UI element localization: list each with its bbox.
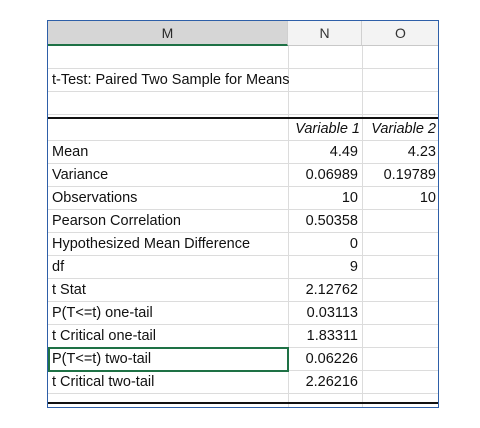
grid-row xyxy=(48,164,438,187)
t-critical-one-tail-value[interactable]: 1.83311 xyxy=(306,328,358,344)
column-header-m[interactable]: M xyxy=(48,21,288,46)
variance-variable-2[interactable]: 0.19789 xyxy=(383,167,436,183)
grid-row xyxy=(48,92,438,115)
grid-line xyxy=(288,46,289,407)
grid-row xyxy=(48,233,438,256)
grid-line xyxy=(362,46,363,407)
active-cell-selection xyxy=(48,347,289,372)
pearson-correlation-value[interactable]: 0.50358 xyxy=(305,213,358,229)
grid-row xyxy=(48,141,438,164)
table-top-border xyxy=(48,117,438,119)
column-header-n[interactable]: N xyxy=(288,21,362,46)
row-label-t-stat[interactable]: t Stat xyxy=(52,282,86,298)
p-one-tail-value[interactable]: 0.03113 xyxy=(306,305,358,321)
column-header-o[interactable]: O xyxy=(362,21,438,46)
row-label-mean[interactable]: Mean xyxy=(52,144,89,160)
row-label-variance[interactable]: Variance xyxy=(52,167,109,183)
row-label-hypothesized-mean-difference[interactable]: Hypothesized Mean Difference xyxy=(52,236,251,252)
grid-row xyxy=(48,46,438,69)
table-title[interactable]: t-Test: Paired Two Sample for Means xyxy=(52,72,290,88)
row-label-observations[interactable]: Observations xyxy=(52,190,138,206)
p-two-tail-value[interactable]: 0.06226 xyxy=(305,351,358,367)
hypothesized-mean-difference-value[interactable]: 0 xyxy=(349,236,358,252)
grid-row xyxy=(48,210,438,233)
row-label-pearson-correlation[interactable]: Pearson Correlation xyxy=(52,213,181,229)
row-label-p-one-tail[interactable]: P(T<=t) one-tail xyxy=(52,305,153,321)
row-label-p-two-tail[interactable]: P(T<=t) two-tail xyxy=(52,351,152,367)
grid-row xyxy=(48,187,438,210)
grid-row xyxy=(48,118,438,141)
grid-row xyxy=(48,302,438,325)
observations-variable-2[interactable]: 10 xyxy=(419,190,436,206)
observations-variable-1[interactable]: 10 xyxy=(341,190,358,206)
row-label-t-critical-two-tail[interactable]: t Critical two-tail xyxy=(52,374,155,390)
table-bottom-border xyxy=(48,402,438,404)
mean-variable-2[interactable]: 4.23 xyxy=(407,144,436,160)
spreadsheet: M N O t-Test: Paired Two Sample for Mean… xyxy=(47,20,439,408)
row-label-df[interactable]: df xyxy=(52,259,65,275)
variance-variable-1[interactable]: 0.06989 xyxy=(305,167,358,183)
t-critical-two-tail-value[interactable]: 2.26216 xyxy=(305,374,358,390)
row-label-t-critical-one-tail[interactable]: t Critical one-tail xyxy=(52,328,156,344)
mean-variable-1[interactable]: 4.49 xyxy=(329,144,358,160)
grid-row xyxy=(48,69,438,92)
t-stat-value[interactable]: 2.12762 xyxy=(305,282,358,298)
df-value[interactable]: 9 xyxy=(349,259,358,275)
grid-row xyxy=(48,279,438,302)
grid-row xyxy=(48,371,438,394)
header-variable-2[interactable]: Variable 2 xyxy=(371,121,436,137)
header-variable-1[interactable]: Variable 1 xyxy=(295,121,360,137)
grid-row xyxy=(48,256,438,279)
